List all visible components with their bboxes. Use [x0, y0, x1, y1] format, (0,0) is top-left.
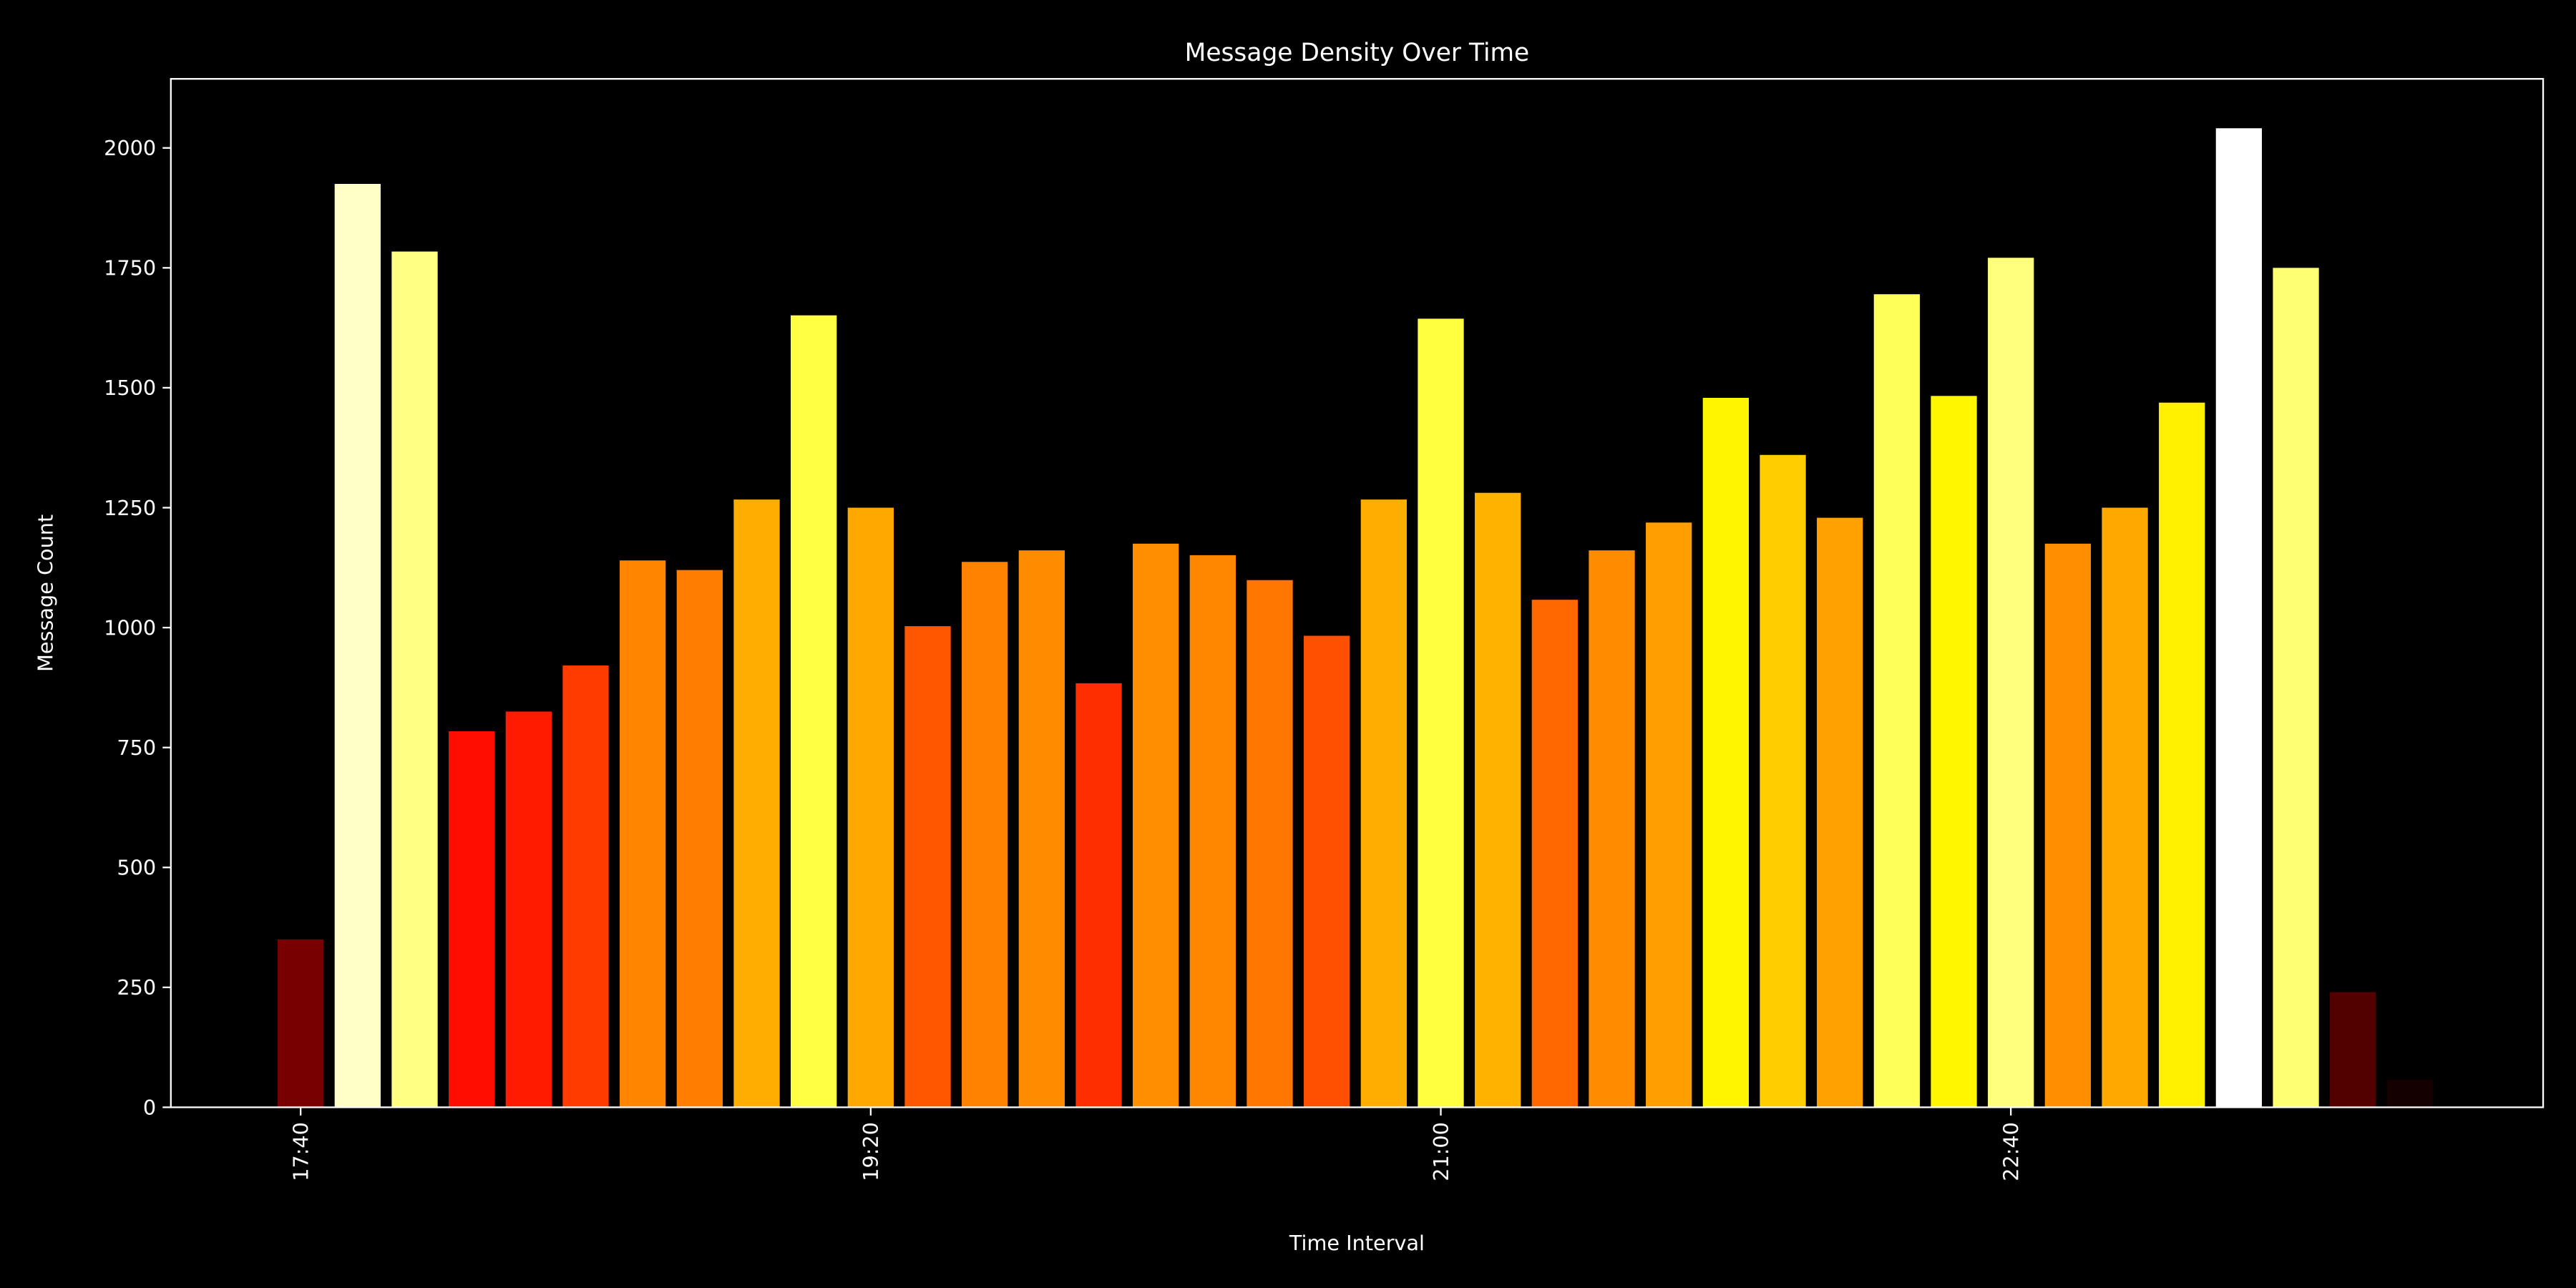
- y-tick-label: 250: [117, 975, 156, 1000]
- bar: [2330, 992, 2376, 1108]
- bar: [278, 939, 324, 1108]
- y-tick-label: 1500: [104, 376, 156, 400]
- bar: [2215, 128, 2263, 1108]
- bar: [1988, 258, 2034, 1108]
- bar: [791, 315, 837, 1108]
- bar: [1418, 318, 1464, 1108]
- bar: [1646, 522, 1692, 1108]
- plot-frame: [170, 78, 2545, 1108]
- y-axis-label: Message Count: [33, 514, 57, 672]
- bar: [505, 711, 552, 1108]
- bar: [904, 626, 951, 1108]
- y-tick-label: 0: [143, 1096, 156, 1120]
- y-tick-label: 1750: [104, 256, 156, 280]
- bar: [391, 251, 438, 1108]
- bar: [962, 562, 1008, 1108]
- x-tick-label: 19:20: [859, 1122, 883, 1181]
- bar: [847, 507, 894, 1108]
- bar: [1075, 683, 1122, 1108]
- bar: [562, 665, 609, 1108]
- bar: [1873, 294, 1921, 1108]
- x-axis-label: Time Interval: [1289, 1231, 1425, 1255]
- bar: [1702, 397, 1750, 1108]
- bar: [1133, 543, 1179, 1108]
- bar: [1246, 580, 1293, 1108]
- chart-title: Message Density Over Time: [1185, 39, 1530, 67]
- bar: [1931, 396, 1977, 1108]
- bar: [2102, 507, 2148, 1108]
- bar: [1531, 600, 1578, 1108]
- bar: [733, 499, 780, 1108]
- x-tick-label: 21:00: [1429, 1122, 1453, 1181]
- bar: [1304, 635, 1350, 1108]
- bar: [449, 731, 495, 1108]
- bar: [1589, 550, 1635, 1108]
- y-tick-label: 1000: [104, 615, 156, 640]
- y-tick-label: 750: [117, 736, 156, 760]
- bar: [1189, 555, 1236, 1108]
- y-tick-label: 1250: [104, 496, 156, 520]
- bar: [1018, 550, 1065, 1108]
- bar: [1475, 492, 1521, 1108]
- x-tick-label: 17:40: [288, 1122, 313, 1181]
- bar: [676, 570, 723, 1108]
- bar: [620, 560, 666, 1108]
- bar: [2386, 1079, 2434, 1108]
- bar: [334, 184, 381, 1108]
- bar: [2273, 268, 2319, 1108]
- bar: [1817, 517, 1863, 1108]
- y-tick-label: 2000: [104, 136, 156, 160]
- bar: [2044, 543, 2092, 1108]
- bar: [1760, 454, 1806, 1108]
- bar: [2159, 402, 2205, 1108]
- bar: [1360, 499, 1407, 1108]
- y-tick-label: 500: [117, 856, 156, 880]
- x-tick-label: 22:40: [1999, 1122, 2024, 1181]
